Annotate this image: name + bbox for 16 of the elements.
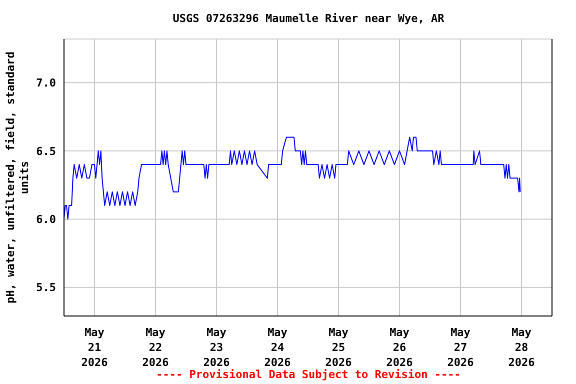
x-tick-label: May 28 2026 [508,326,536,369]
x-tick-label: May 25 2026 [325,326,352,369]
y-tick-label: 6.5 [36,144,56,158]
y-axis-title: pH, water, unfiltered, field, standard units [4,52,31,304]
x-tick-label: May 26 2026 [386,326,414,369]
y-tick-label: 6.0 [36,213,56,226]
chart-title: USGS 07263296 Maumelle River near Wye, AR [172,12,446,25]
text: ---- Provisional Data Subject to Revision ---- [155,368,462,381]
x-tick-label: May 23 2026 [203,326,230,369]
line-series [64,136,521,220]
x-tick-label: May 21 2026 [81,326,108,369]
y-tick-label: 7.0 [36,76,56,90]
x-tick-label: May 22 2026 [142,326,170,369]
x-tick-label: May 24 2026 [264,326,292,369]
y-tick-label: 5.5 [36,281,56,294]
x-tick-label: May 27 2026 [447,326,474,369]
